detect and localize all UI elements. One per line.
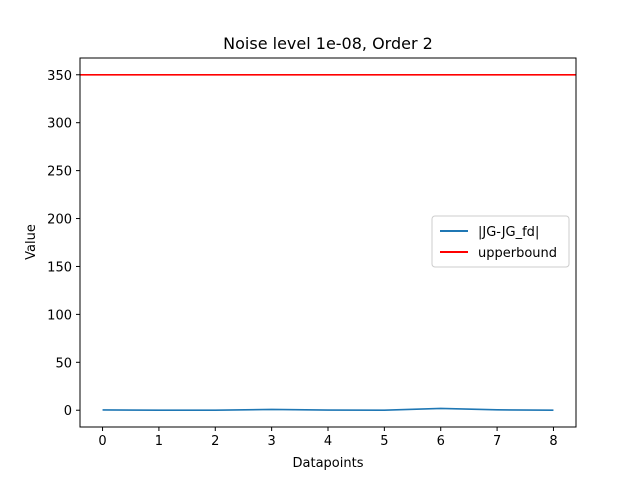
legend-label-upperbound: upperbound (478, 246, 557, 261)
x-tick-label: 8 (549, 434, 557, 449)
y-tick-label: 0 (64, 404, 72, 419)
x-axis-ticks: 0 1 2 3 4 5 6 7 8 (98, 427, 558, 449)
chart-title: Noise level 1e-08, Order 2 (223, 34, 433, 53)
legend: |JG-JG_fd| upperbound (431, 215, 570, 268)
y-axis-label: Value (24, 224, 39, 260)
x-tick-label: 1 (155, 434, 163, 449)
y-tick-label: 50 (55, 356, 72, 371)
x-tick-label: 7 (493, 434, 501, 449)
series-layer (80, 73, 576, 412)
y-tick-label: 300 (47, 117, 72, 132)
y-tick-label: 150 (47, 260, 72, 275)
legend-label-abs-diff: |JG-JG_fd| (478, 225, 539, 240)
x-tick-label: 6 (437, 434, 445, 449)
x-tick-label: 2 (211, 434, 219, 449)
plot-frame (79, 57, 577, 428)
y-tick-label: 200 (47, 213, 72, 228)
x-axis-label: Datapoints (293, 456, 364, 471)
y-axis-ticks: 0 50 100 150 200 250 300 350 (47, 69, 80, 419)
x-tick-label: 3 (267, 434, 275, 449)
y-tick-label: 250 (47, 165, 72, 180)
series-line-abs-diff (102, 407, 554, 412)
legend-box (431, 215, 570, 268)
y-tick-label: 350 (47, 69, 72, 84)
x-tick-label: 5 (380, 434, 388, 449)
y-tick-label: 100 (47, 308, 72, 323)
x-tick-label: 4 (324, 434, 332, 449)
x-tick-label: 0 (98, 434, 106, 449)
